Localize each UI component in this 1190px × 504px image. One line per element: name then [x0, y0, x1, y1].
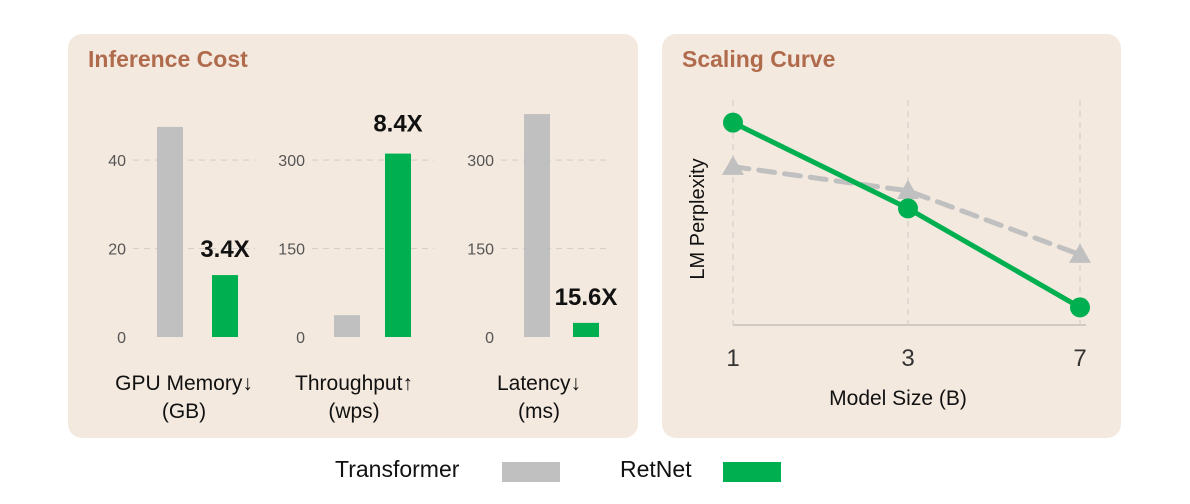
ratio-annotation: 8.4X: [373, 111, 422, 138]
y-axis-title: LM Perplexity: [687, 158, 709, 279]
x-axis-label: Latency↓: [497, 372, 581, 395]
y-tick-label: 0: [296, 330, 305, 347]
x-axis-title: Model Size (B): [829, 387, 967, 410]
scaling-curve-panel: Scaling Curve: [662, 34, 1121, 438]
x-tick-label: 3: [901, 345, 914, 372]
y-tick-label: 150: [278, 242, 305, 259]
ratio-annotation: 3.4X: [200, 236, 249, 263]
bar-retnet: [212, 275, 238, 337]
transformer-point: [722, 155, 744, 175]
y-tick-label: 0: [485, 330, 494, 347]
x-axis-unit: (ms): [518, 400, 560, 423]
x-axis-unit: (GB): [162, 400, 206, 423]
y-tick-label: 0: [117, 330, 126, 347]
y-tick-label: 150: [467, 242, 494, 259]
retnet-point: [1070, 297, 1090, 318]
ratio-annotation: 15.6X: [555, 284, 618, 311]
legend-retnet-swatch: [723, 462, 781, 482]
legend-transformer-swatch: [502, 462, 560, 482]
transformer-line: [730, 164, 1083, 258]
y-tick-label: 40: [108, 153, 126, 170]
bar-retnet: [573, 322, 599, 337]
y-tick-label: 20: [108, 242, 126, 259]
bar-transformer: [157, 126, 183, 338]
x-tick-label: 1: [726, 345, 739, 372]
transformer-point: [1069, 243, 1091, 263]
legend-transformer-label: Transformer: [335, 456, 460, 482]
x-axis-label: GPU Memory↓: [115, 372, 253, 395]
bar-transformer: [334, 315, 360, 337]
transformer-point: [897, 179, 919, 200]
x-tick-label: 7: [1073, 345, 1086, 372]
y-tick-label: 300: [467, 153, 494, 170]
inference-cost-title: Inference Cost: [88, 46, 248, 72]
legend-retnet-label: RetNet: [620, 456, 692, 482]
y-tick-label: 300: [278, 153, 305, 170]
x-axis-unit: (wps): [328, 400, 379, 423]
retnet-point: [723, 112, 743, 133]
retnet-point: [898, 198, 918, 219]
bar-retnet: [385, 153, 411, 337]
bar-transformer: [524, 114, 550, 337]
x-axis-label: Throughput↑: [295, 372, 413, 395]
scaling-curve-title: Scaling Curve: [682, 46, 836, 72]
